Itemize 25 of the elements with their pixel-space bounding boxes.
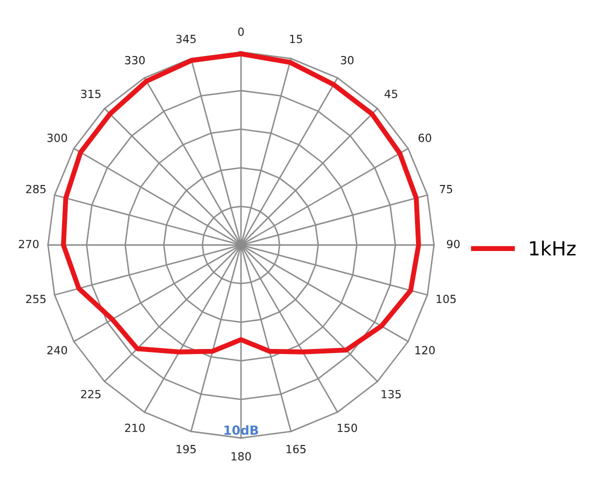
spoke-label: 330 — [125, 56, 145, 64]
spoke-label: 135 — [382, 390, 401, 398]
spoke-label: 240 — [47, 346, 68, 354]
spoke-label: 150 — [338, 424, 358, 432]
spoke-label: 345 — [176, 34, 196, 44]
spoke-label: 180 — [232, 452, 251, 461]
spoke-label: 75 — [440, 185, 452, 194]
spoke-label: 255 — [26, 294, 46, 304]
spoke-label: 30 — [340, 56, 354, 64]
spoke-label: 270 — [18, 240, 39, 248]
spoke-label: 315 — [81, 90, 101, 98]
spoke-label: 45 — [384, 90, 398, 98]
spoke-label: 210 — [125, 424, 145, 432]
spoke-label: 0 — [238, 28, 244, 36]
spoke-label: 300 — [47, 134, 68, 142]
spoke-label: 90 — [446, 240, 460, 248]
spoke-label: 60 — [418, 134, 432, 142]
spoke-label: 105 — [436, 294, 456, 304]
spoke-label: 15 — [290, 34, 302, 44]
spoke-label: 195 — [176, 444, 196, 454]
legend-label: 1kHz — [530, 240, 576, 256]
spoke-label: 120 — [415, 346, 435, 354]
spoke-label: 165 — [286, 444, 306, 454]
spoke-label: 285 — [26, 184, 46, 194]
spoke-label: 225 — [81, 390, 101, 398]
